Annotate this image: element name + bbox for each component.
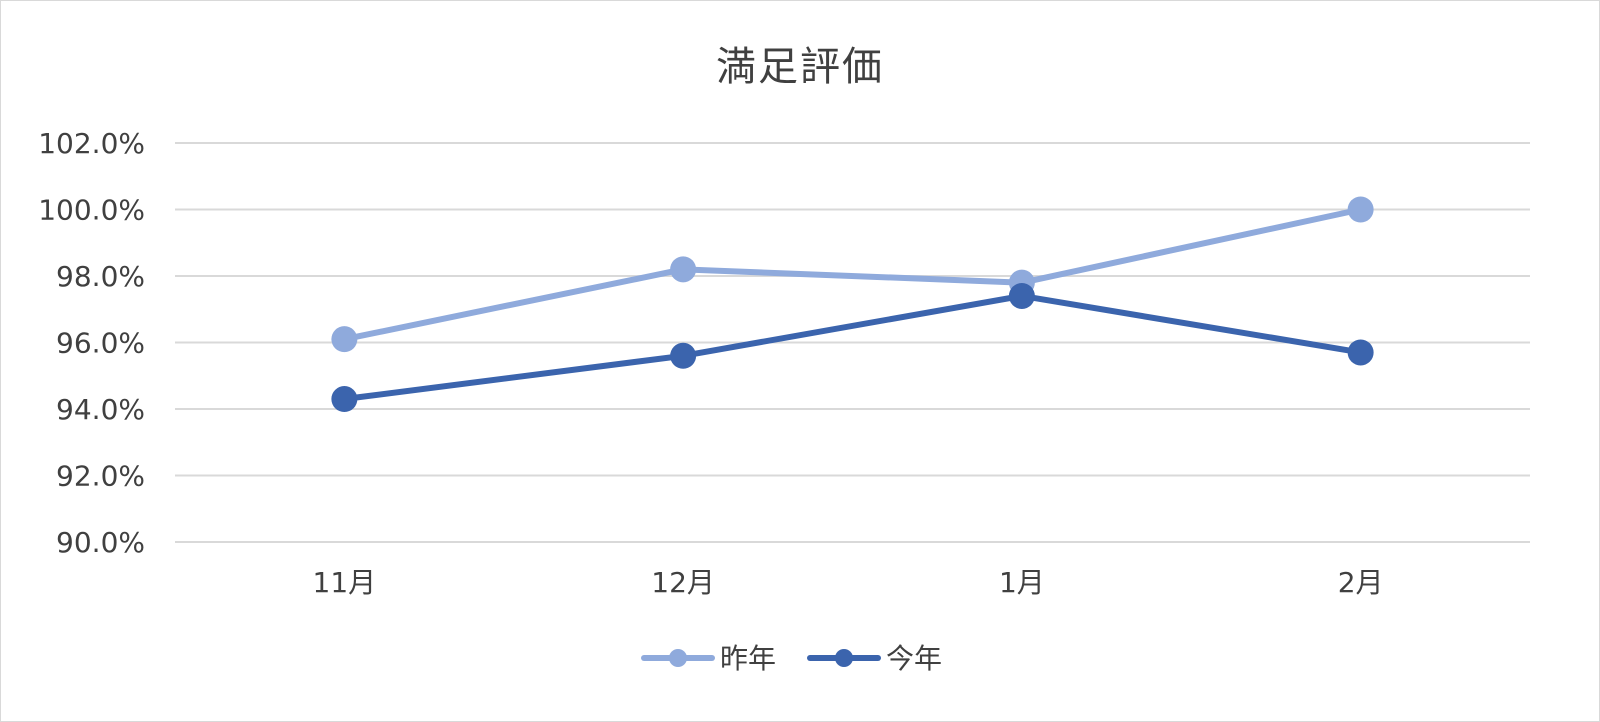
legend-marker-1 xyxy=(669,649,687,667)
y-tick-label: 98.0% xyxy=(56,260,145,293)
series-2-point xyxy=(670,342,697,369)
series-1-point xyxy=(331,326,358,353)
legend-marker-2 xyxy=(835,649,853,667)
x-tick-label: 2月 xyxy=(1338,566,1384,599)
chart-title: 満足評価 xyxy=(716,44,884,90)
series-line-2 xyxy=(341,292,1364,403)
series-line-1 xyxy=(341,206,1364,343)
series-2-point xyxy=(1008,282,1035,309)
y-tick-label: 100.0% xyxy=(38,194,145,227)
y-tick-label: 90.0% xyxy=(56,526,145,559)
x-tick-label: 12月 xyxy=(651,566,715,599)
x-tick-label: 11月 xyxy=(313,566,377,599)
y-tick-label: 94.0% xyxy=(56,393,145,426)
y-tick-label: 102.0% xyxy=(38,127,145,160)
series-1-point xyxy=(670,256,697,283)
y-tick-label: 92.0% xyxy=(56,460,145,493)
series-1-point xyxy=(1347,196,1374,223)
legend-label-1: 昨年 xyxy=(720,642,776,675)
series-2-point xyxy=(331,386,358,413)
y-tick-label: 96.0% xyxy=(56,327,145,360)
legend-label-2: 今年 xyxy=(886,642,942,675)
series-2-point xyxy=(1347,339,1374,366)
x-tick-label: 1月 xyxy=(999,566,1045,599)
